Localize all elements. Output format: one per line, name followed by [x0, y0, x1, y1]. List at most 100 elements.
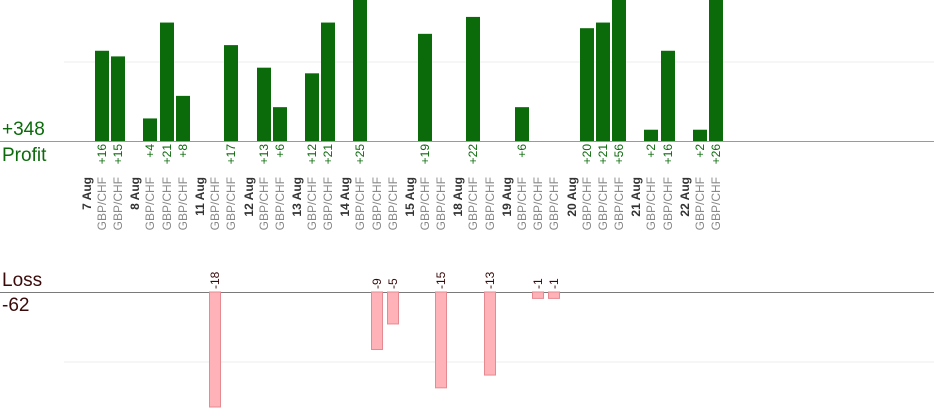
- profit-value-label: +13: [257, 144, 271, 165]
- profit-value-label: +22: [466, 144, 480, 165]
- profit-bar: [176, 95, 190, 141]
- pair-label: GBP/CHF: [515, 177, 529, 230]
- pair-label: GBP/CHF: [661, 177, 675, 230]
- profit-bar: [224, 45, 238, 142]
- loss-bar: [548, 291, 560, 299]
- date-label: 18 Aug: [451, 177, 465, 217]
- pair-label: GBP/CHF: [111, 177, 125, 230]
- pair-label: GBP/CHF: [386, 177, 400, 230]
- loss-total: -62: [2, 295, 30, 316]
- pair-label: GBP/CHF: [160, 177, 174, 230]
- profit-bar: [709, 0, 723, 141]
- profit-bar: [612, 0, 626, 141]
- profit-bar: [111, 56, 125, 141]
- pair-label: GBP/CHF: [596, 177, 610, 230]
- date-label: 14 Aug: [338, 177, 352, 217]
- date-label: 21 Aug: [629, 177, 643, 217]
- profit-bar: [596, 22, 610, 142]
- loss-bar: [532, 291, 544, 299]
- pair-label: GBP/CHF: [547, 177, 561, 230]
- loss-bar: [209, 291, 221, 408]
- pair-label: GBP/CHF: [693, 177, 707, 230]
- date-label: 15 Aug: [403, 177, 417, 217]
- profit-value-label: +26: [709, 144, 723, 165]
- profit-bar: [143, 118, 157, 141]
- pair-label: GBP/CHF: [370, 177, 384, 230]
- profit-value-label: +15: [111, 144, 125, 165]
- profit-value-label: +8: [176, 144, 190, 158]
- profit-value-label: +21: [160, 144, 174, 165]
- profit-bar: [273, 107, 287, 141]
- date-label: 13 Aug: [290, 177, 304, 217]
- date-label: 22 Aug: [678, 177, 692, 217]
- profit-bar: [353, 0, 367, 141]
- pair-label: GBP/CHF: [709, 177, 723, 230]
- profit-value-label: +4: [143, 144, 157, 158]
- pair-label: GBP/CHF: [273, 177, 287, 230]
- profit-bar: [95, 50, 109, 142]
- date-label: 20 Aug: [565, 177, 579, 217]
- loss-value-label: -13: [483, 271, 497, 289]
- profit-value-label: +2: [644, 144, 658, 158]
- profit-value-label: +6: [515, 144, 529, 158]
- pair-label: GBP/CHF: [224, 177, 238, 230]
- profit-bar: [321, 22, 335, 142]
- profit-bar: [661, 50, 675, 142]
- pair-label: GBP/CHF: [531, 177, 545, 230]
- pair-label: GBP/CHF: [580, 177, 594, 230]
- date-label: 8 Aug: [128, 177, 142, 210]
- profit-bar: [644, 129, 658, 141]
- date-label: 12 Aug: [242, 177, 256, 217]
- pair-label: GBP/CHF: [208, 177, 222, 230]
- loss-value-label: -1: [547, 278, 561, 289]
- profit-value-label: +56: [612, 144, 626, 165]
- profit-value-label: +17: [224, 144, 238, 165]
- pair-label: GBP/CHF: [353, 177, 367, 230]
- loss-value-label: -9: [370, 278, 384, 289]
- pair-label: GBP/CHF: [321, 177, 335, 230]
- profit-bar: [257, 67, 271, 141]
- date-label: 11 Aug: [193, 177, 207, 216]
- pair-label: GBP/CHF: [644, 177, 658, 230]
- profit-bar: [580, 28, 594, 142]
- profit-value-label: +21: [596, 144, 610, 165]
- loss-value-label: -1: [531, 278, 545, 289]
- pair-label: GBP/CHF: [143, 177, 157, 230]
- pair-label: GBP/CHF: [176, 177, 190, 230]
- profit-bar: [418, 33, 432, 142]
- date-label: 19 Aug: [500, 177, 514, 217]
- profit-bar: [515, 107, 529, 141]
- date-label: 7 Aug: [80, 177, 94, 210]
- profit-value-label: +25: [353, 144, 367, 165]
- profit-value-label: +12: [305, 144, 319, 165]
- pair-label: GBP/CHF: [95, 177, 109, 230]
- profit-value-label: +16: [661, 144, 675, 165]
- profit-total: +348: [2, 119, 45, 140]
- loss-value-label: -5: [386, 278, 400, 289]
- loss-value-label: -15: [434, 271, 448, 289]
- profit-bar: [693, 129, 707, 141]
- profit-bar: [466, 16, 480, 142]
- profit-value-label: +2: [693, 144, 707, 158]
- profit-bar: [160, 22, 174, 142]
- profit-label: Profit: [2, 145, 47, 166]
- pair-label: GBP/CHF: [257, 177, 271, 230]
- loss-label: Loss: [2, 270, 43, 291]
- loss-bar: [387, 291, 399, 325]
- profit-value-label: +21: [321, 144, 335, 165]
- pair-label: GBP/CHF: [418, 177, 432, 230]
- pair-label: GBP/CHF: [305, 177, 319, 230]
- pair-label: GBP/CHF: [483, 177, 497, 230]
- profit-value-label: +19: [418, 144, 432, 165]
- pair-label: GBP/CHF: [434, 177, 448, 230]
- profit-value-label: +6: [273, 144, 287, 158]
- pair-label: GBP/CHF: [612, 177, 626, 230]
- loss-value-label: -18: [208, 271, 222, 289]
- loss-bar: [435, 291, 447, 389]
- profit-value-label: +20: [580, 144, 594, 165]
- profit-value-label: +16: [95, 144, 109, 165]
- profit-bar: [305, 73, 319, 141]
- loss-bar: [371, 291, 383, 350]
- pair-label: GBP/CHF: [466, 177, 480, 230]
